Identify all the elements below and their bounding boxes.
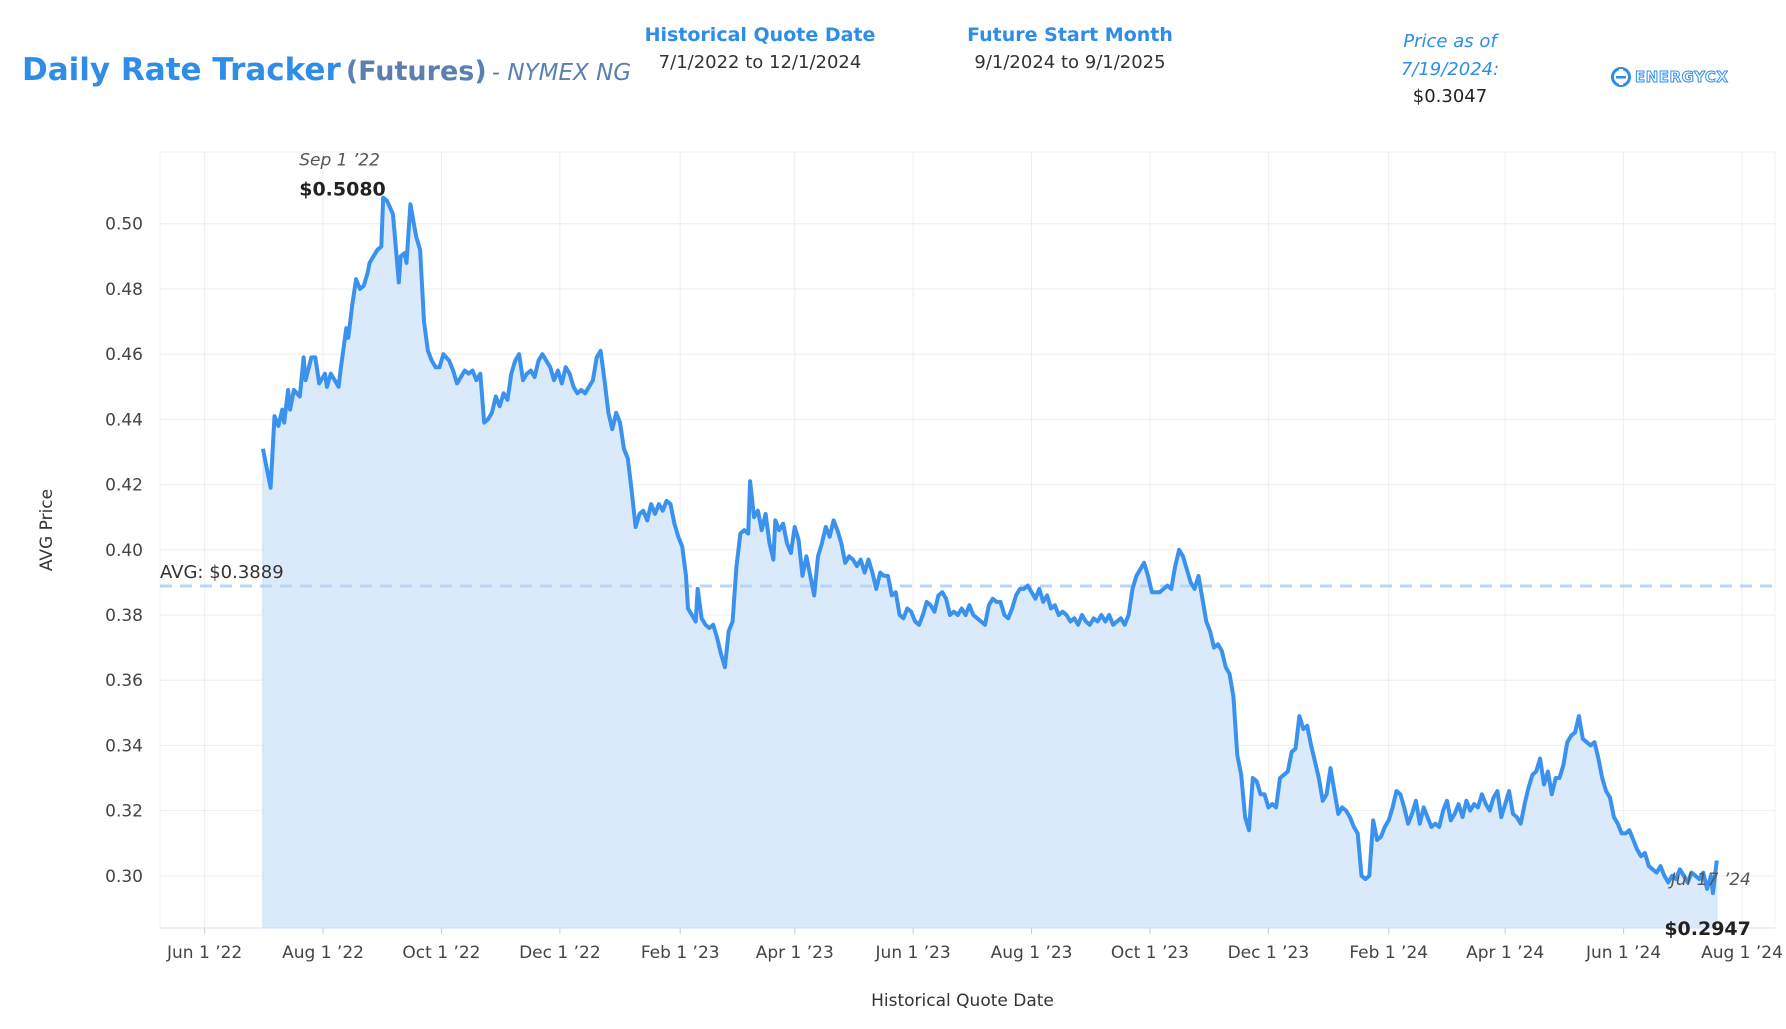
y-tick-label: 0.30: [105, 867, 143, 887]
energycx-logo: ENERGYCX: [1610, 66, 1728, 88]
price-as-of-label: Price as of: [1403, 31, 1497, 52]
last-date-label: Jul 17 ’24: [1668, 870, 1751, 890]
logo-icon: [1611, 67, 1631, 87]
chart-title: Daily Rate Tracker (Futures) - NYMEX NG: [22, 52, 631, 88]
historical-quote-label: Historical Quote Date: [644, 24, 876, 46]
x-tick-label: Feb 1 ’24: [1349, 943, 1428, 963]
y-axis: 0.30 0.32 0.34 0.36 0.38 0.40 0.42 0.44 0.46 0.48…: [105, 215, 143, 887]
y-tick-label: 0.32: [105, 802, 143, 822]
x-axis: Jun 1 ’22 Aug 1 ’22 Oct 1 ’22 Dec 1 ’22 Feb …: [166, 943, 1783, 963]
price-as-of-date: 7/19/2024:: [1400, 59, 1500, 80]
price-line[interactable]: [260, 195, 1719, 896]
price-area: [262, 196, 1718, 929]
y-tick-label: 0.40: [105, 541, 143, 561]
x-tick-label: Oct 1 ’22: [402, 943, 480, 963]
future-start-filter[interactable]: Future Start Month 9/1/2024 to 9/1/2025: [920, 24, 1220, 73]
price-as-of-value: $0.3047: [1412, 86, 1488, 107]
y-tick-label: 0.44: [105, 410, 143, 430]
average-label: AVG: $0.3889: [160, 562, 284, 583]
y-tick-label: 0.42: [105, 476, 143, 496]
x-tick-label: Apr 1 ’23: [756, 943, 834, 963]
max-value-label: $0.5080: [299, 179, 386, 201]
x-tick-label: Jun 1 ’23: [875, 943, 951, 963]
x-tick-label: Aug 1 ’24: [1701, 943, 1783, 963]
title-sub: (Futures): [345, 56, 487, 87]
y-tick-label: 0.38: [105, 606, 143, 626]
logo-text: ENERGYCX: [1634, 68, 1729, 87]
title-source: - NYMEX NG: [491, 60, 632, 86]
historical-quote-value: 7/1/2022 to 12/1/2024: [658, 52, 862, 73]
last-value-label: $0.2947: [1664, 918, 1751, 940]
historical-quote-filter[interactable]: Historical Quote Date 7/1/2022 to 12/1/2…: [610, 24, 910, 73]
x-tick-label: Dec 1 ’22: [519, 943, 601, 963]
price-as-of: Price as of 7/19/2024: $0.3047: [1370, 28, 1530, 107]
title-main: Daily Rate Tracker: [22, 52, 341, 88]
future-start-value: 9/1/2024 to 9/1/2025: [974, 52, 1166, 73]
y-tick-label: 0.34: [105, 736, 143, 756]
x-tick-label: Dec 1 ’23: [1228, 943, 1310, 963]
y-tick-label: 0.36: [105, 671, 143, 691]
x-tick-label: Jun 1 ’22: [166, 943, 242, 963]
y-axis-label: AVG Price: [37, 489, 57, 571]
x-tick-label: Aug 1 ’22: [282, 943, 364, 963]
x-tick-label: Jun 1 ’24: [1585, 943, 1661, 963]
x-axis-label: Historical Quote Date: [871, 991, 1054, 1011]
y-tick-label: 0.46: [105, 345, 143, 365]
future-start-label: Future Start Month: [967, 24, 1173, 46]
y-tick-label: 0.50: [105, 215, 143, 235]
y-tick-label: 0.48: [105, 280, 143, 300]
x-tick-label: Oct 1 ’23: [1111, 943, 1189, 963]
max-date-label: Sep 1 ’22: [299, 151, 380, 171]
x-tick-label: Feb 1 ’23: [641, 943, 720, 963]
x-tick-label: Aug 1 ’23: [991, 943, 1073, 963]
x-tick-label: Apr 1 ’24: [1466, 943, 1544, 963]
